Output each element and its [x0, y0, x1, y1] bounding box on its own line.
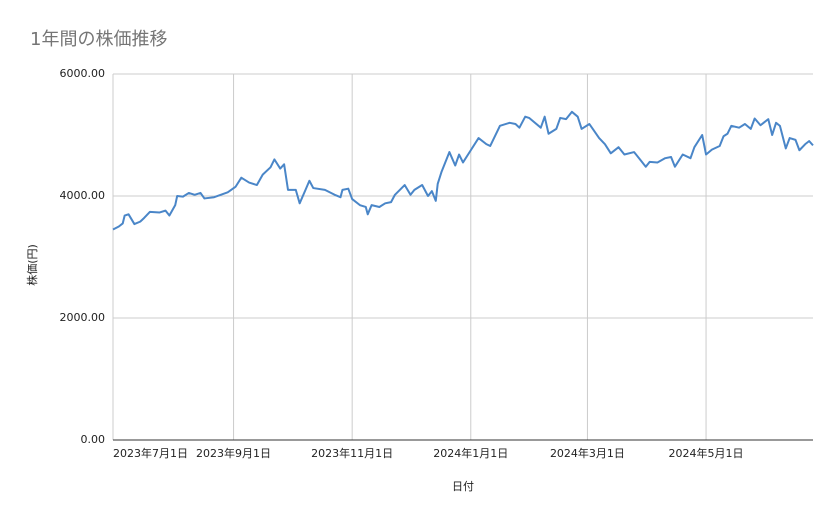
x-tick-label: 2023年11月1日 — [311, 446, 393, 460]
x-tick-label: 2023年7月1日 — [113, 446, 188, 460]
x-tick-label: 2023年9月1日 — [196, 446, 271, 460]
x-axis-label: 日付 — [452, 480, 474, 493]
y-tick-label: 0.00 — [81, 433, 106, 446]
x-tick-label: 2024年1月1日 — [433, 446, 508, 460]
y-tick-label: 2000.00 — [60, 311, 106, 324]
x-tick-label: 2024年3月1日 — [550, 446, 625, 460]
price-line — [112, 110, 814, 231]
chart-title: 1年間の株価推移 — [30, 29, 167, 50]
y-tick-label: 6000.00 — [60, 67, 106, 80]
y-tick-label: 4000.00 — [60, 189, 106, 202]
y-axis-label: 株価(円) — [25, 244, 39, 286]
x-tick-label: 2024年5月1日 — [669, 446, 744, 460]
